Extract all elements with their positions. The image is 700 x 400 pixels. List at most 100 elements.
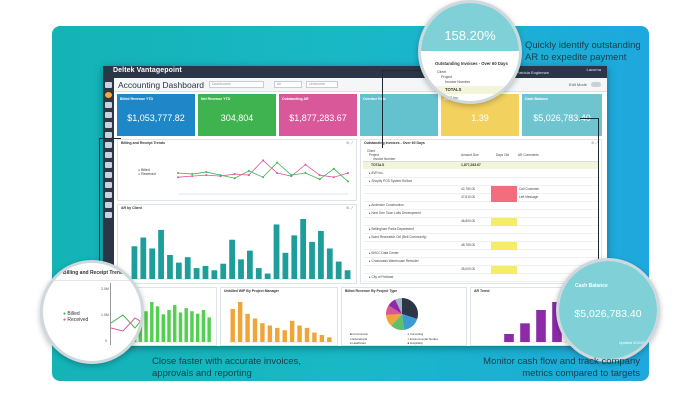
pie-slice <box>386 314 402 326</box>
callout-totals-row <box>431 86 519 94</box>
table-row[interactable]: ▸ Crossroads Warehouse Remodel <box>363 258 599 266</box>
people-icon[interactable] <box>105 102 112 108</box>
dashboard-search-input[interactable]: Dashboards <box>209 81 264 88</box>
callout-outstanding-ar: 158.20% Outstanding Invoices - Over 60 D… <box>418 0 522 104</box>
bar <box>237 302 243 342</box>
table-row[interactable]: ▸ AVR Inc. <box>363 170 599 178</box>
filter-select[interactable]: All <box>274 81 302 88</box>
col-amount[interactable]: Amount Due <box>461 153 479 157</box>
kpi-cash-balance[interactable]: Cash Balance $5,026,783.40 <box>522 94 602 136</box>
pie-slice <box>388 299 402 314</box>
user-name[interactable]: Patricia Engleman <box>516 70 549 75</box>
table-row[interactable]: ▸ City of Portland <box>363 274 599 282</box>
bar <box>144 311 148 342</box>
bar <box>264 273 271 279</box>
card-menu-icon[interactable]: ⚙ ⤢ <box>346 141 353 145</box>
table-row[interactable]: 35,000.00 <box>363 266 599 274</box>
kpi-outstanding-ar[interactable]: Outstanding AR $1,877,283.67 <box>279 94 357 136</box>
connector-line-top-h <box>382 70 426 71</box>
card-title: Billed Revenue By Project Type <box>345 289 398 293</box>
data-point <box>332 176 335 179</box>
dashboard-icon[interactable] <box>105 92 112 98</box>
list-icon[interactable] <box>105 132 112 138</box>
legend-billed: Billed <box>141 168 150 172</box>
table-header: Client Project Invoice Number Amount Due… <box>363 148 599 162</box>
days-old-highlight <box>491 218 517 226</box>
bar <box>255 268 262 279</box>
col-days[interactable]: Days Old <box>496 153 510 157</box>
table-row[interactable]: ▸ Next Gen Town Lofts Development <box>363 210 599 218</box>
row-name: ▸ Anderson Construction <box>369 203 404 207</box>
kpi-net-revenue[interactable]: Net Revenue YTD 304,804 <box>198 94 276 136</box>
col-client[interactable]: Client <box>367 149 376 153</box>
kpi-label: Cash Balance <box>525 97 548 101</box>
bar <box>536 310 546 342</box>
company-name[interactable]: Lacurna <box>586 67 601 72</box>
data-point <box>233 173 236 176</box>
kpi-billed-revenue[interactable]: Billed Revenue YTD $1,053,777.82 <box>117 94 195 136</box>
data-point <box>247 169 250 172</box>
caption-text: Monitor cash flow and track company metr… <box>483 356 640 379</box>
table-row[interactable]: ▸ Anderson Construction <box>363 202 599 210</box>
card-menu-icon[interactable]: ⚙ ⤢ <box>346 206 353 210</box>
tools-icon[interactable] <box>105 122 112 128</box>
card-title: AR Trend <box>474 289 490 293</box>
table-row[interactable]: 48,765.00 <box>363 242 599 250</box>
billing-icon[interactable] <box>105 192 112 198</box>
time-icon[interactable] <box>105 162 112 168</box>
kpi-overdue[interactable]: Overdue Rate <box>360 94 438 136</box>
pie-slice <box>395 298 402 314</box>
ar-by-client-chart <box>130 219 352 280</box>
callout-received-line <box>111 317 141 332</box>
col-comments[interactable]: AR Comments <box>518 153 539 157</box>
bar <box>158 229 164 279</box>
table-row[interactable]: 47,810.00 Left Message <box>363 194 599 202</box>
table-row[interactable]: ▸ Bellingham Parks Department <box>363 226 599 234</box>
report-icon[interactable] <box>105 202 112 208</box>
settings-icon[interactable] <box>105 212 112 218</box>
pie-slice <box>402 298 418 319</box>
connector-line-right-h <box>580 118 598 119</box>
billing-trends-card: Billing and Receipt Trends ⚙ ⤢ ● Billed … <box>117 139 357 201</box>
calendar-icon[interactable] <box>105 152 112 158</box>
connector-line-top <box>382 70 383 148</box>
kpi-value: 1.39 <box>471 113 489 123</box>
data-point <box>233 177 236 180</box>
edit-mode-toggle[interactable] <box>591 82 601 87</box>
building-icon[interactable] <box>105 182 112 188</box>
app-window: Deltek Vantagepoint Patricia Engleman La… <box>103 66 607 346</box>
document-icon[interactable] <box>105 142 112 148</box>
card-menu-icon[interactable]: ⚙ ⤢ <box>591 141 598 145</box>
pie-legend-item: ■ Environmental Studies <box>407 336 438 341</box>
connector-line-left-h <box>99 138 121 139</box>
billed-revenue-type-card: Billed Revenue By Project Type ■ Commerc… <box>341 287 467 346</box>
data-point <box>347 180 349 183</box>
row-name: ▸ AVR Inc. <box>369 171 384 175</box>
bar <box>161 314 165 342</box>
table-row[interactable]: 42,780.00 Call Customer <box>363 186 599 194</box>
favorite-select[interactable]: Unfavorite <box>306 81 338 88</box>
bar <box>291 235 298 279</box>
col-invoice[interactable]: Invoice Number <box>373 157 396 161</box>
pie-legend-item: ■ Educational <box>350 336 368 341</box>
project-icon[interactable] <box>105 112 112 118</box>
data-point <box>205 174 208 177</box>
table-row[interactable]: ▸ Bond Recreation Ctrl (Bell Community) <box>363 234 599 242</box>
callout-legend: ● Billed ● Received <box>63 311 89 323</box>
data-point <box>318 174 321 177</box>
bar <box>282 252 289 279</box>
pie-legend-label: Commercial <box>352 332 368 336</box>
data-point <box>304 163 307 166</box>
table-row[interactable]: ▸ Shopify POS System Rollout <box>363 178 599 186</box>
pie-slice <box>391 314 405 330</box>
table-row[interactable]: 46,800.00 <box>363 218 599 226</box>
bar <box>273 224 280 279</box>
series-line-1 <box>177 159 349 178</box>
table-row[interactable]: ▸ BHCC Data Center <box>363 250 599 258</box>
expense-icon[interactable] <box>105 172 112 178</box>
bar <box>319 334 325 342</box>
col-project[interactable]: Project <box>369 153 379 157</box>
home-icon[interactable] <box>105 82 112 88</box>
legend-received: Received <box>141 172 156 176</box>
pie-legend-item: ■ Healthcare <box>350 341 367 345</box>
